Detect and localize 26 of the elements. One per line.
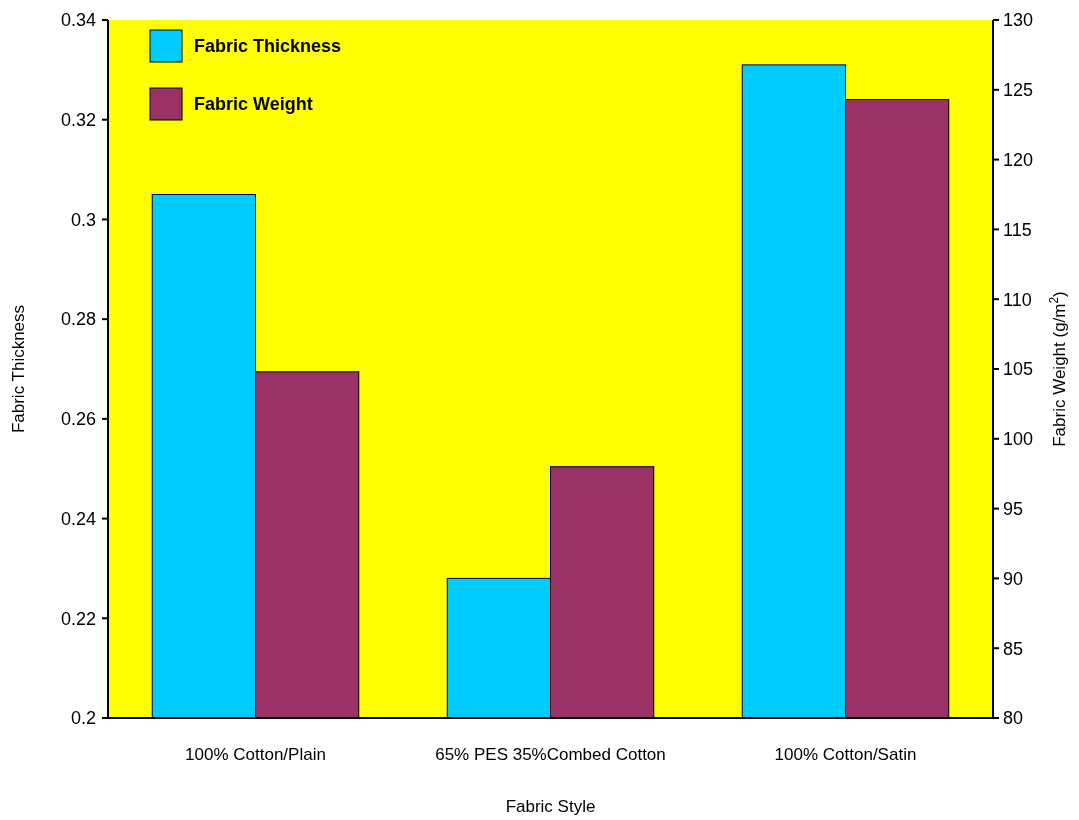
y-tick-label: 0.26 <box>60 409 96 430</box>
x-axis-title: Fabric Style <box>505 797 596 816</box>
y2-tick-label: 115 <box>1003 219 1032 240</box>
y-tick-label: 0.3 <box>70 209 96 230</box>
x-tick-label: 100% Cotton/Satin <box>774 745 917 764</box>
y-tick-label: 0.34 <box>60 10 96 31</box>
legend-label: Fabric Thickness <box>194 36 342 57</box>
y2-tick-label: 80 <box>1003 708 1024 729</box>
y-tick-label: 0.22 <box>60 608 96 629</box>
y-tick-label: 0.28 <box>60 309 96 330</box>
y2-tick-label: 125 <box>1003 80 1034 101</box>
y2-tick-label: 105 <box>1003 359 1034 380</box>
y2-tick-label: 120 <box>1003 149 1034 170</box>
x-tick-label: 65% PES 35%Combed Cotton <box>435 745 666 764</box>
y-axis-title: Fabric Thickness <box>9 304 28 434</box>
y2-tick-label: 85 <box>1003 638 1024 659</box>
y2-tick-label: 100 <box>1003 429 1034 450</box>
y2-tick-label: 95 <box>1003 498 1024 519</box>
y2-tick-label: 130 <box>1003 10 1034 31</box>
y-tick-label: 0.2 <box>70 708 96 729</box>
y-tick-label: 0.32 <box>60 110 96 131</box>
y2-tick-label: 90 <box>1003 568 1024 589</box>
y-tick-label: 0.24 <box>60 508 96 529</box>
x-tick-label: 100% Cotton/Plain <box>185 745 326 764</box>
legend-label: Fabric Weight <box>194 94 313 115</box>
y2-tick-label: 110 <box>1003 289 1032 310</box>
